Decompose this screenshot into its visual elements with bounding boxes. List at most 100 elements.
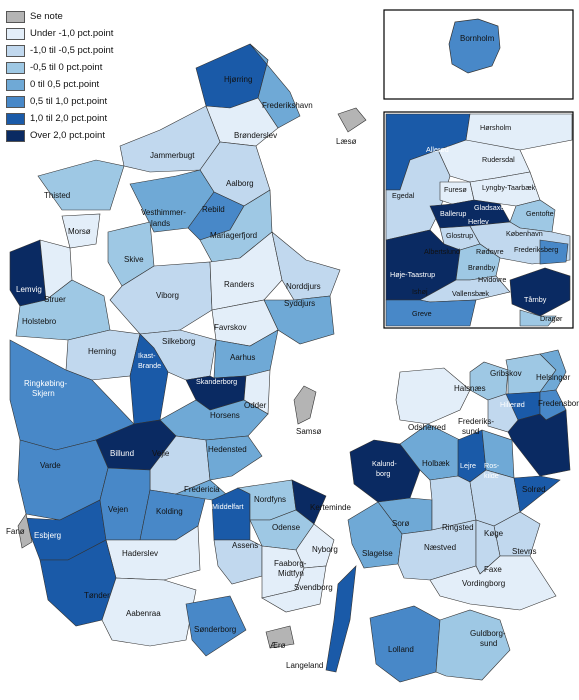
label-viborg: Viborg [156, 291, 179, 300]
region-thisted[interactable] [37, 159, 125, 211]
label-faaborg: Faaborg- [274, 559, 307, 568]
label-rodovre: Rødovre [476, 247, 504, 256]
legend-item: -1,0 til -0,5 pct.point [6, 42, 176, 59]
label-aero: Ærø [270, 641, 286, 650]
label-mariagerfjord: Mariagerfjord [210, 231, 257, 240]
label-odsherred: Odsherred [408, 423, 446, 432]
label-ishoj: Ishøj [412, 287, 428, 296]
region-vordingborg[interactable] [429, 555, 557, 611]
region-kalundborg[interactable] [349, 439, 421, 503]
region-odsherred[interactable] [395, 367, 471, 425]
region-svendborg[interactable] [261, 565, 327, 613]
legend-swatch [6, 95, 25, 108]
funen-regions [211, 107, 367, 673]
label-vallensbaek: Vallensbæk [452, 289, 489, 298]
label-silkeborg: Silkeborg [162, 337, 195, 346]
label-norddjurs: Norddjurs [286, 282, 321, 291]
label-egedal: Egedal [392, 191, 415, 200]
label-stevns: Stevns [512, 547, 536, 556]
region-langeland[interactable] [325, 565, 357, 673]
legend-item: Under -1,0 pct.point [6, 25, 176, 42]
region-bornholm[interactable] [448, 18, 501, 74]
label-greve-inset: Greve [412, 309, 432, 318]
label-allerod: Allerød [426, 145, 449, 154]
label-albertslund: Albertslund [424, 247, 460, 256]
region-holstebro[interactable] [15, 279, 111, 341]
legend-swatch [6, 112, 25, 125]
label-haderslev: Haderslev [122, 549, 158, 558]
label-horsholm: Hørsholm [480, 123, 511, 132]
region-halsnaes-gribskov[interactable] [469, 361, 509, 401]
label-ringsted: Ringsted [442, 523, 474, 532]
region-sonderborg[interactable] [185, 595, 247, 657]
label-ringkobing: Ringkøbing- [24, 379, 67, 388]
label-hvidovre: Hvidovre [478, 275, 506, 284]
legend-item: Over 2,0 pct.point [6, 127, 176, 144]
label-aabenraa: Aabenraa [126, 609, 161, 618]
region-greve[interactable] [385, 299, 477, 327]
label-fureso: Furesø [444, 185, 467, 194]
label-slagelse: Slagelse [362, 549, 393, 558]
label-koge: Køge [484, 529, 504, 538]
legend-label: -1,0 til -0,5 pct.point [30, 45, 114, 56]
label-soro: Sorø [392, 519, 409, 528]
legend-swatch [6, 27, 25, 40]
region-frederiksberg[interactable] [539, 239, 569, 265]
region-morso[interactable] [61, 213, 101, 249]
label-bornholm: Bornholm [460, 34, 495, 43]
label-ikast-brande: Ikast- [138, 351, 156, 360]
label-solrod: Solrød [522, 485, 546, 494]
label-herlev: Herlev [468, 217, 489, 226]
label-assens: Assens [232, 541, 258, 550]
zealand-regions [347, 349, 571, 683]
legend: Se note Under -1,0 pct.point -1,0 til -0,5… [6, 8, 176, 144]
label-billund: Billund [110, 449, 134, 458]
label-aalborg: Aalborg [226, 179, 254, 188]
legend-item: 1,0 til 2,0 pct.point [6, 110, 176, 127]
jutland-regions [9, 43, 341, 657]
region-lolland[interactable] [369, 605, 441, 683]
label-fano: Fanø [6, 527, 25, 536]
label-roskilde: Ros- [484, 461, 500, 470]
label-middelfart: Middelfart [212, 502, 244, 511]
label-frederikssund-2: sund [462, 427, 479, 436]
region-fano[interactable] [17, 513, 33, 549]
region-aero[interactable] [265, 625, 295, 649]
region-samso[interactable] [293, 385, 317, 425]
label-lemvig: Lemvig [16, 285, 42, 294]
region-dragor[interactable] [519, 309, 557, 327]
legend-swatch [6, 129, 25, 142]
label-fredensborg: Fredensborg [538, 399, 579, 408]
label-nordfyns: Nordfyns [254, 495, 286, 504]
label-fredericia: Fredericia [184, 485, 220, 494]
label-kerteminde: Kerteminde [310, 503, 351, 512]
region-lemvig[interactable] [9, 239, 47, 307]
label-skanderborg: Skanderborg [196, 377, 237, 386]
label-tonder: Tønder [84, 591, 110, 600]
region-solrod[interactable] [513, 475, 561, 513]
label-ikast-brande-2: Brande [138, 361, 161, 370]
region-capital-area[interactable] [507, 409, 571, 477]
label-dragor: Dragør [540, 314, 563, 323]
label-vejle: Vejle [152, 449, 170, 458]
label-taarnby: Tårnby [524, 295, 547, 304]
region-taarnby[interactable] [509, 267, 571, 317]
label-ballerup: Ballerup [440, 209, 466, 218]
label-frederikshavn: Frederikshavn [262, 101, 313, 110]
legend-label: Se note [30, 11, 63, 22]
legend-label: 0 til 0,5 pct.point [30, 79, 100, 90]
region-laeso[interactable] [337, 107, 367, 133]
label-hillerod: Hillerød [500, 400, 525, 409]
region-hedensted[interactable] [205, 435, 263, 481]
label-syddjurs: Syddjurs [284, 299, 315, 308]
label-vordingborg: Vordingborg [462, 579, 505, 588]
legend-item: -0,5 til 0 pct.point [6, 59, 176, 76]
label-struer: Struer [44, 295, 66, 304]
region-guldborgsund[interactable] [435, 609, 511, 681]
label-helsingor: Helsingør [536, 373, 571, 382]
legend-label: -0,5 til 0 pct.point [30, 62, 103, 73]
legend-item: 0,5 til 1,0 pct.point [6, 93, 176, 110]
label-lejre: Lejre [460, 461, 476, 470]
